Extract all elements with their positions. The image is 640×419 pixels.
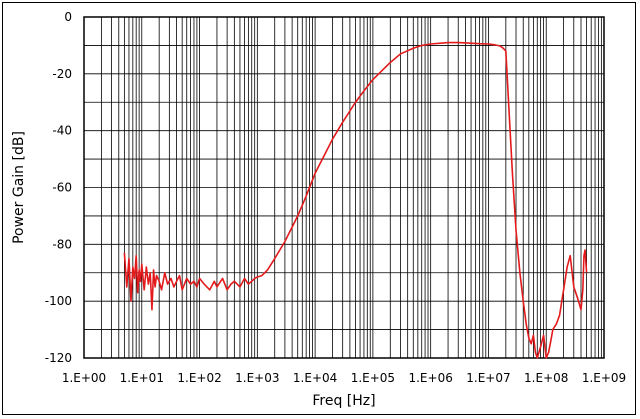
x-tick-label: 1.E+09 xyxy=(582,371,626,385)
x-tick-label: 1.E+02 xyxy=(177,371,221,385)
y-tick-label: 0 xyxy=(64,10,72,24)
chart-frame xyxy=(2,2,636,415)
y-tick-label: -100 xyxy=(45,294,72,308)
series-line xyxy=(123,41,588,359)
x-tick-label: 1.E+07 xyxy=(466,371,510,385)
plot-area xyxy=(83,16,605,359)
y-tick-label: -80 xyxy=(52,237,72,251)
y-tick-label: -20 xyxy=(52,67,72,81)
x-tick-label: 1.E+00 xyxy=(62,371,106,385)
tick-labels: 1.E+00 1.E+01 1.E+02 1.E+03 1.E+04 1.E+05 1.E+… xyxy=(45,10,626,385)
x-tick-label: 1.E+03 xyxy=(235,371,279,385)
x-tick-label: 1.E+08 xyxy=(524,371,568,385)
x-tick-label: 1.E+05 xyxy=(351,371,395,385)
x-tick-label: 1.E+06 xyxy=(408,371,452,385)
x-tick-label: 1.E+04 xyxy=(293,371,337,385)
y-tick-label: -40 xyxy=(52,124,72,138)
x-axis-label: Freq [Hz] xyxy=(312,393,375,409)
y-tick-label: -60 xyxy=(52,181,72,195)
y-tick-label: -120 xyxy=(45,351,72,365)
grid xyxy=(84,17,604,358)
x-tick-label: 1.E+01 xyxy=(120,371,164,385)
y-axis-label: Power Gain [dB] xyxy=(11,131,27,244)
